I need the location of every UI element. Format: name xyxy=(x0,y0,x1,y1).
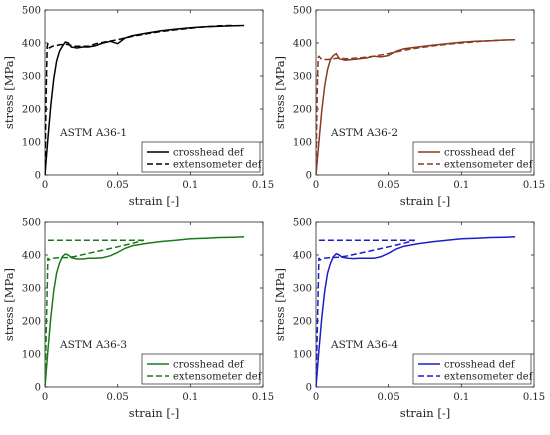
chart-panel-4: 0 0.05 0.1 0.15 0 100 200 300 400 500 strain [-] st… xyxy=(273,218,545,421)
series-line-extensometer-def xyxy=(45,24,234,175)
legend-box xyxy=(141,353,261,385)
y-axis-label: stress [MPa] xyxy=(2,56,16,129)
x-tick-label: 0.05 xyxy=(378,392,400,403)
y-tick-label: 500 xyxy=(22,218,41,229)
y-tick-label: 400 xyxy=(22,39,41,50)
y-tick-label: 0 xyxy=(35,171,41,182)
y-tick-label: 400 xyxy=(22,251,41,262)
legend-label: crosshead def xyxy=(444,148,516,159)
y-tick-label: 0 xyxy=(306,171,312,182)
y-tick-label: 300 xyxy=(293,72,312,83)
series-line-crosshead-def xyxy=(316,236,516,387)
y-tick-label: 200 xyxy=(22,105,41,116)
y-tick-label: 500 xyxy=(293,6,312,17)
y-axis-label: stress [MPa] xyxy=(273,56,287,129)
legend-box xyxy=(412,141,532,173)
x-tick-label: 0.15 xyxy=(252,180,274,191)
chart-panel-2: 0 0.05 0.1 0.15 0 100 200 300 400 500 strain [-] st… xyxy=(273,6,545,209)
y-axis-label: stress [MPa] xyxy=(2,268,16,341)
x-tick-label: 0.05 xyxy=(378,180,400,191)
legend-label: extensometer def xyxy=(173,160,263,171)
y-tick-label: 200 xyxy=(22,317,41,328)
x-tick-label: 0.05 xyxy=(107,392,129,403)
x-tick-label: 0 xyxy=(313,392,319,403)
y-tick-label: 500 xyxy=(293,218,312,229)
y-tick-label: 400 xyxy=(293,39,312,50)
x-axis-label: strain [-] xyxy=(400,194,450,208)
specimen-annotation: ASTM A36-2 xyxy=(330,127,398,139)
y-tick-label: 300 xyxy=(22,284,41,295)
specimen-annotation: ASTM A36-3 xyxy=(59,339,127,351)
specimen-annotation: ASTM A36-1 xyxy=(59,127,127,139)
chart-panel-3: 0 0.05 0.1 0.15 0 100 200 300 400 500 strain [-] st… xyxy=(2,218,274,421)
y-tick-label: 300 xyxy=(22,72,41,83)
y-tick-label: 400 xyxy=(293,251,312,262)
y-tick-label: 200 xyxy=(293,317,312,328)
legend-label: crosshead def xyxy=(173,360,245,371)
y-tick-label: 0 xyxy=(306,383,312,394)
series-group xyxy=(45,24,245,175)
x-tick-label: 0.05 xyxy=(107,180,129,191)
series-group xyxy=(316,236,516,387)
series-group xyxy=(316,38,516,175)
specimen-annotation: ASTM A36-4 xyxy=(330,339,398,351)
legend-label: extensometer def xyxy=(444,160,534,171)
legend-label: crosshead def xyxy=(173,148,245,159)
x-tick-label: 0.1 xyxy=(182,392,198,403)
y-tick-label: 200 xyxy=(293,105,312,116)
y-tick-label: 100 xyxy=(22,350,41,361)
x-tick-label: 0.1 xyxy=(453,392,469,403)
y-axis-label: stress [MPa] xyxy=(273,268,287,341)
x-tick-label: 0 xyxy=(42,180,48,191)
series-group xyxy=(45,236,245,387)
y-tick-label: 300 xyxy=(293,284,312,295)
x-axis-label: strain [-] xyxy=(129,406,179,420)
x-tick-label: 0 xyxy=(42,392,48,403)
legend-box xyxy=(412,353,532,385)
legend-label: extensometer def xyxy=(173,372,263,383)
legend-label: extensometer def xyxy=(444,372,534,383)
x-tick-label: 0 xyxy=(313,180,319,191)
chart-panel-1: 0 0.05 0.1 0.15 0 100 200 300 400 500 strain [-] st… xyxy=(2,6,274,209)
x-axis-label: strain [-] xyxy=(400,406,450,420)
x-tick-label: 0.15 xyxy=(523,392,545,403)
legend-box xyxy=(141,141,261,173)
x-tick-label: 0.15 xyxy=(523,180,545,191)
y-tick-label: 100 xyxy=(22,138,41,149)
series-line-extensometer-def xyxy=(45,239,144,387)
y-tick-label: 0 xyxy=(35,383,41,394)
y-tick-label: 100 xyxy=(293,350,312,361)
series-line-extensometer-def xyxy=(316,239,415,387)
x-tick-label: 0.1 xyxy=(182,180,198,191)
y-tick-label: 500 xyxy=(22,6,41,17)
x-tick-label: 0.15 xyxy=(252,392,274,403)
series-line-crosshead-def xyxy=(45,236,245,387)
legend-label: crosshead def xyxy=(444,360,516,371)
y-tick-label: 100 xyxy=(293,138,312,149)
x-axis-label: strain [-] xyxy=(129,194,179,208)
x-tick-label: 0.1 xyxy=(453,180,469,191)
series-line-extensometer-def xyxy=(316,39,505,175)
